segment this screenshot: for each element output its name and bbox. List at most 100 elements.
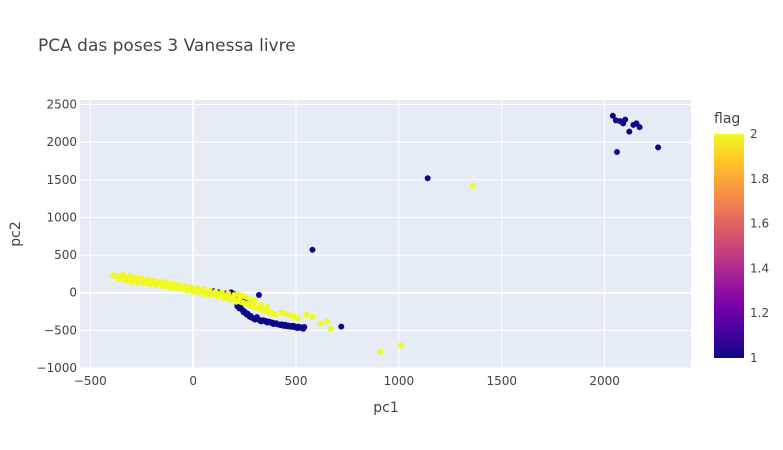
scatter-point bbox=[397, 342, 404, 349]
scatter-point bbox=[295, 315, 302, 322]
scatter-point bbox=[235, 291, 242, 298]
scatter-point bbox=[609, 112, 616, 119]
scatter-point bbox=[613, 148, 620, 155]
scatter-point bbox=[272, 311, 279, 318]
scatter-point bbox=[469, 182, 476, 189]
scatter-point bbox=[151, 277, 158, 284]
scatter-point bbox=[188, 284, 195, 291]
scatter-point bbox=[327, 325, 334, 332]
scatter-point bbox=[424, 175, 431, 182]
scatter-point bbox=[194, 285, 201, 292]
scatter-point bbox=[309, 313, 316, 320]
scatter-point bbox=[294, 324, 301, 331]
scatter-point bbox=[287, 323, 294, 330]
scatter-point bbox=[221, 294, 228, 301]
chart-title: PCA das poses 3 Vanessa livre bbox=[38, 36, 296, 56]
y-tick-label: 2500 bbox=[46, 98, 77, 112]
scatter-point bbox=[214, 293, 221, 300]
scatter-point bbox=[181, 282, 188, 289]
scatter-point bbox=[317, 320, 324, 327]
colorbar-tick-label: 1 bbox=[750, 351, 758, 365]
scatter-point bbox=[122, 277, 129, 284]
colorbar-tick-label: 1.4 bbox=[750, 261, 769, 275]
scatter-point bbox=[169, 280, 176, 287]
y-tick-label: 1500 bbox=[46, 173, 77, 187]
x-tick-label: 2000 bbox=[589, 374, 620, 388]
scatter-point bbox=[128, 279, 135, 286]
scatter-point bbox=[200, 286, 207, 293]
colorbar-ticks: 1 1.2 1.4 1.6 1.8 2 bbox=[750, 127, 769, 365]
y-tick-label: 500 bbox=[54, 248, 77, 262]
scatter-point bbox=[208, 291, 215, 298]
colorbar-tick-label: 1.2 bbox=[750, 306, 769, 320]
scatter-point bbox=[236, 305, 243, 312]
x-tick-label: 0 bbox=[189, 374, 197, 388]
y-tick-label: 1000 bbox=[46, 210, 77, 224]
scatter-point bbox=[190, 288, 197, 295]
scatter-point bbox=[622, 116, 629, 123]
colorbar-title: flag bbox=[714, 111, 740, 127]
scatter-point bbox=[264, 304, 271, 311]
scatter-point bbox=[258, 301, 265, 308]
scatter-point bbox=[165, 284, 172, 291]
scatter-point bbox=[269, 319, 276, 326]
y-axis-label: pc2 bbox=[8, 221, 24, 247]
scatter-point bbox=[251, 298, 258, 304]
scatter-point bbox=[163, 279, 170, 286]
gridlines bbox=[80, 100, 691, 369]
scatter-point bbox=[159, 282, 166, 289]
scatter-point bbox=[244, 310, 251, 317]
scatter-point bbox=[202, 291, 209, 298]
scatter-point bbox=[636, 124, 643, 131]
colorbar-tick-label: 1.8 bbox=[750, 172, 769, 186]
x-tick-label: −500 bbox=[74, 374, 107, 388]
scatter-point bbox=[140, 280, 147, 287]
scatter-point bbox=[116, 276, 123, 283]
scatter-point bbox=[212, 288, 219, 295]
scatter-point bbox=[126, 273, 133, 280]
scatter-point bbox=[255, 291, 262, 298]
scatter-point bbox=[134, 279, 141, 286]
x-tick-label: 1000 bbox=[384, 374, 415, 388]
y-tick-label: −1000 bbox=[36, 361, 77, 375]
scatter-point bbox=[144, 276, 151, 283]
x-axis-ticks: −500 0 500 1000 1500 2000 bbox=[74, 374, 620, 388]
scatter-point bbox=[300, 325, 307, 332]
scatter-point bbox=[171, 285, 178, 292]
scatter-point bbox=[157, 278, 164, 285]
scatter-point bbox=[263, 317, 270, 324]
scatter-point bbox=[338, 323, 345, 330]
scatter-point bbox=[218, 289, 225, 296]
scatter-point bbox=[153, 282, 160, 289]
scatter-point bbox=[175, 281, 182, 288]
colorbar-tick-label: 2 bbox=[750, 127, 758, 141]
x-tick-label: 1500 bbox=[486, 374, 517, 388]
scatter-point bbox=[309, 246, 316, 253]
scatter-point bbox=[233, 298, 240, 305]
colorbar bbox=[714, 134, 744, 358]
scatter-point bbox=[303, 311, 310, 318]
y-axis-ticks: −1000 −500 0 500 1000 1500 2000 2500 bbox=[36, 98, 77, 375]
plot-area bbox=[80, 100, 691, 368]
colorbar-tick-label: 1.6 bbox=[750, 217, 769, 231]
scatter-point bbox=[225, 290, 232, 297]
scatter-point bbox=[183, 287, 190, 294]
scatter-point bbox=[626, 128, 633, 135]
y-tick-label: 2000 bbox=[46, 135, 77, 149]
y-tick-label: −500 bbox=[44, 323, 77, 337]
scatter-point bbox=[132, 274, 139, 281]
scatter-points bbox=[109, 112, 662, 355]
scatter-point bbox=[377, 348, 384, 355]
scatter-point bbox=[227, 296, 234, 303]
scatter-point bbox=[196, 289, 203, 296]
scatter-point bbox=[146, 281, 153, 288]
y-tick-label: 0 bbox=[69, 286, 77, 300]
scatter-point bbox=[655, 144, 662, 151]
x-tick-label: 500 bbox=[285, 374, 308, 388]
scatter-point bbox=[323, 318, 330, 325]
scatter-point bbox=[120, 271, 127, 278]
scatter-point bbox=[206, 287, 213, 294]
scatter-point bbox=[138, 275, 145, 282]
scatter-point bbox=[281, 321, 288, 328]
